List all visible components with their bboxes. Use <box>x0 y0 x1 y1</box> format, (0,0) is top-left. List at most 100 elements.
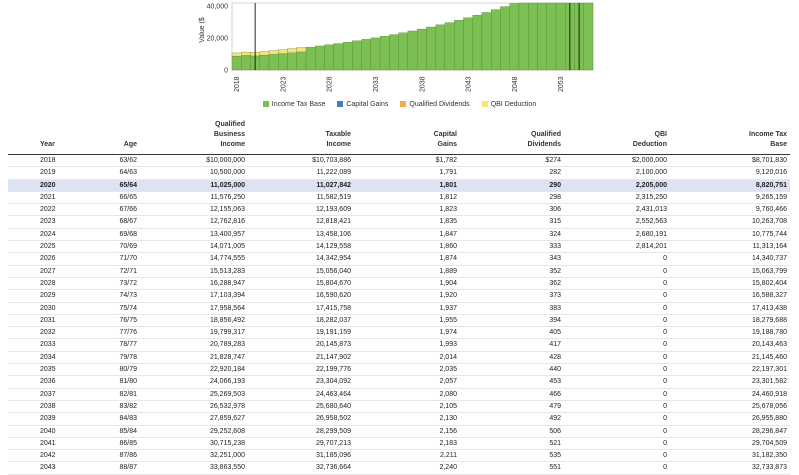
bar-income-tax-base[interactable] <box>278 53 288 71</box>
bar-income-tax-base[interactable] <box>231 55 242 71</box>
table-row[interactable]: 2037 82/81 25,269,503 24,463,464 2,080 466 0 24… <box>8 388 790 401</box>
bar-income-tax-base[interactable] <box>481 12 492 71</box>
cell-year: 2042 <box>40 452 56 460</box>
cell-taxable-income: 11,027,842 <box>248 179 354 192</box>
table-row[interactable]: 2042 87/86 32,251,000 31,185,096 2,211 535 0 31… <box>8 450 790 462</box>
bar-income-tax-base[interactable] <box>426 26 436 71</box>
bar-income-tax-base[interactable] <box>352 40 362 71</box>
table-row[interactable]: 2026 71/70 14,774,555 14,342,954 1,874 343 0 14… <box>8 253 790 266</box>
table-row[interactable]: 2020 65/64 11,025,000 11,027,842 1,801 290 2,2… <box>8 179 790 192</box>
bar-income-tax-base[interactable] <box>528 2 538 71</box>
header-income-tax-base[interactable]: Income Tax Base <box>749 131 787 148</box>
cell-year: 2019 <box>40 169 56 177</box>
cell-year: 2038 <box>40 402 56 410</box>
table-row[interactable]: 2033 78/77 20,789,283 20,145,873 1,993 417 0 20… <box>8 339 790 352</box>
bar-income-tax-base[interactable] <box>241 55 251 71</box>
bar-income-tax-base[interactable] <box>537 2 547 71</box>
cell-qualified-dividends: 466 <box>549 390 561 398</box>
bar-income-tax-base[interactable] <box>444 22 455 71</box>
cell-qbi-deduction: 0 <box>663 267 667 275</box>
bar-income-tax-base[interactable] <box>296 51 307 71</box>
bar-income-tax-base[interactable] <box>379 36 390 71</box>
cell-age: 69/68 <box>119 230 137 238</box>
table-row[interactable]: 2040 85/84 29,252,608 28,299,509 2,156 506 0 28… <box>8 425 790 438</box>
cell-qualified-dividends: 479 <box>549 402 561 410</box>
bar-income-tax-base[interactable] <box>389 34 399 71</box>
bar-qbi-deduction[interactable] <box>278 49 288 54</box>
bar-income-tax-base[interactable] <box>491 9 501 71</box>
header-qualified-dividends[interactable]: Qualified Dividends <box>527 131 561 148</box>
bar-qbi-deduction[interactable] <box>268 50 279 55</box>
table-row[interactable]: 2029 74/73 17,103,394 16,590,620 1,920 373 0 16… <box>8 290 790 303</box>
bar-qbi-deduction[interactable] <box>231 52 242 57</box>
table-row[interactable]: 2032 77/76 19,799,317 19,191,159 1,974 405 0 19… <box>8 327 790 339</box>
bar-income-tax-base[interactable] <box>324 44 334 71</box>
legend-item[interactable]: Qualified Dividends <box>400 98 470 110</box>
legend-item[interactable]: Capital Gains <box>337 98 388 110</box>
bar-income-tax-base[interactable] <box>268 54 279 71</box>
bar-qbi-deduction[interactable] <box>241 51 251 56</box>
table-row[interactable]: 2034 79/78 21,828,747 21,147,902 2,014 428 0 21… <box>8 351 790 364</box>
table-row[interactable]: 2019 64/63 10,500,000 11,222,089 1,791 282 2,1… <box>8 167 790 180</box>
bar-income-tax-base[interactable] <box>407 30 418 71</box>
bar-income-tax-base[interactable] <box>315 45 325 71</box>
bar-income-tax-base[interactable] <box>259 55 270 71</box>
table-row[interactable]: 2038 83/82 26,532,978 25,680,640 2,105 479 0 25… <box>8 400 790 413</box>
table-row[interactable]: 2028 73/72 16,288,947 15,804,670 1,904 362 0 15… <box>8 277 790 290</box>
bar-qbi-deduction[interactable] <box>296 47 307 53</box>
bar-income-tax-base[interactable] <box>500 6 510 71</box>
bar-income-tax-base[interactable] <box>555 2 566 71</box>
table-row[interactable]: 2030 75/74 17,958,564 17,415,758 1,937 383 0 17… <box>8 302 790 315</box>
bar-income-tax-base[interactable] <box>416 28 427 71</box>
bar-income-tax-base[interactable] <box>518 2 529 71</box>
bar-income-tax-base[interactable] <box>287 52 297 71</box>
cell-income-tax-base: 22,197,301 <box>751 366 787 374</box>
cell-taxable-income: 12,193,609 <box>315 206 351 214</box>
bar-income-tax-base[interactable] <box>472 15 483 71</box>
cell-year: 2035 <box>40 366 56 374</box>
cell-qbi-income: 26,532,978 <box>209 402 245 410</box>
cell-taxable-income: 29,707,213 <box>315 439 351 447</box>
table-row[interactable]: 2022 67/66 12,155,063 12,193,609 1,823 306 2,4… <box>8 204 790 216</box>
bar-income-tax-base[interactable] <box>583 2 594 71</box>
table-row[interactable]: 2025 70/69 14,071,005 14,129,558 1,860 333 2,8… <box>8 241 790 253</box>
bar-income-tax-base[interactable] <box>342 42 353 71</box>
header-taxable-income[interactable]: Taxable Income <box>325 131 351 148</box>
legend-swatch <box>400 101 407 107</box>
bar-qbi-deduction[interactable] <box>287 48 297 53</box>
cell-qbi-income: 14,774,555 <box>209 255 245 263</box>
cell-qbi-deduction: 0 <box>663 316 667 324</box>
table-row[interactable]: 2024 69/68 13,400,957 13,458,106 1,847 324 2,6… <box>8 228 790 241</box>
bar-income-tax-base[interactable] <box>333 43 344 71</box>
bar-income-tax-base[interactable] <box>398 32 409 71</box>
table-row[interactable]: 2041 86/85 30,715,238 29,707,213 2,183 521 0 29… <box>8 437 790 450</box>
table-row[interactable]: 2023 68/67 12,762,816 12,818,421 1,835 315 2,5… <box>8 216 790 229</box>
table-row[interactable]: 2027 72/71 15,513,283 15,056,040 1,889 352 0 15… <box>8 265 790 278</box>
bar-income-tax-base[interactable] <box>463 17 473 71</box>
bar-income-tax-base[interactable] <box>370 37 381 71</box>
bar-income-tax-base[interactable] <box>453 20 464 71</box>
bar-qbi-deduction[interactable] <box>259 51 270 56</box>
legend-item[interactable]: Income Tax Base <box>262 98 325 110</box>
table-row[interactable]: 2021 66/65 11,576,250 11,582,519 1,812 298 2,3… <box>8 191 790 204</box>
bar-income-tax-base[interactable] <box>546 2 557 71</box>
header-qbi-deduction[interactable]: QBI Deduction <box>632 131 667 148</box>
bar-income-tax-base[interactable] <box>435 24 446 71</box>
header-qbi-income[interactable]: Qualified Business Income <box>213 121 245 148</box>
cell-year: 2018 <box>40 157 56 164</box>
table-row[interactable]: 2035 80/79 22,920,184 22,199,776 2,035 440 0 22… <box>8 364 790 376</box>
cell-qbi-deduction: 2,680,191 <box>635 230 667 238</box>
table-row[interactable]: 2039 84/83 27,859,627 26,958,502 2,130 492 0 26… <box>8 413 790 426</box>
table-row[interactable]: 2043 88/87 33,863,550 32,736,664 2,240 551 0 32… <box>8 462 790 475</box>
table-row[interactable]: 2036 81/80 24,066,193 23,304,092 2,057 453 0 23… <box>8 376 790 389</box>
bar-income-tax-base[interactable] <box>361 39 371 71</box>
header-age[interactable]: Age <box>123 141 137 148</box>
table-row[interactable]: 2018 63/62 $10,000,000 $10,703,886 $1,782 $27… <box>8 155 790 167</box>
legend-item[interactable]: QBI Deduction <box>481 98 536 110</box>
header-capital-gains[interactable]: Capital Gains <box>433 131 457 148</box>
bar-income-tax-base[interactable] <box>509 3 520 71</box>
table-row[interactable]: 2031 76/75 18,856,492 18,282,037 1,955 394 0 18… <box>8 314 790 327</box>
x-tick-label: 2033 <box>373 76 380 92</box>
bar-income-tax-base[interactable] <box>305 46 316 71</box>
header-year[interactable]: Year <box>40 141 55 148</box>
